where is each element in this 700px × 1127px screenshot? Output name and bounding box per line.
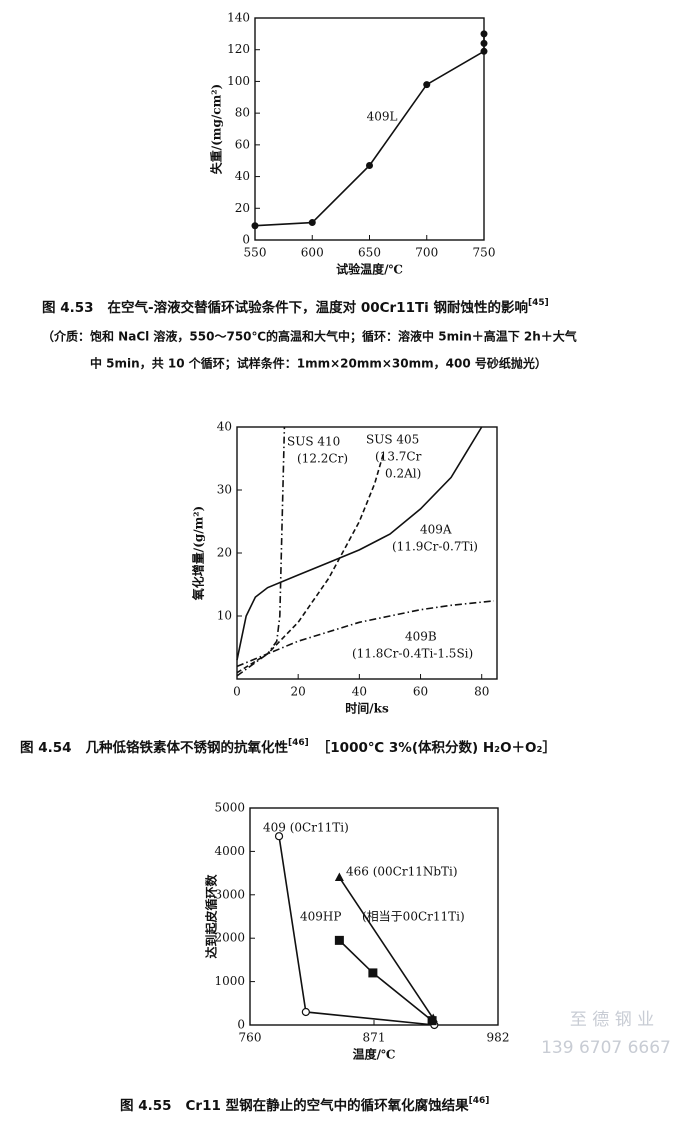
series-note: (相当于00Cr11Ti): [362, 910, 465, 924]
caption-label: 图 4.54: [20, 740, 72, 756]
series-label: 409A: [420, 523, 452, 537]
series-label: 409 (0Cr11Ti): [263, 821, 349, 835]
series-line: [254, 33, 485, 227]
marker: [274, 832, 284, 841]
series-note: 0.2Al): [385, 467, 421, 481]
series-line: [236, 600, 495, 677]
y-tick-label: 30: [217, 483, 232, 497]
y-tick-label: 80: [235, 106, 250, 120]
y-axis-label: 氧化增量/(g/m²): [191, 506, 206, 601]
plot-frame: [254, 17, 485, 241]
caption-text: Cr11 型钢在静止的空气中的循环氧化腐蚀结果: [186, 1097, 470, 1114]
series-label: 409B: [405, 630, 437, 644]
caption: 图 4.54 几种低铬铁素体不锈钢的抗氧化性[46] ［1000℃ 3%(体积分数)…: [20, 738, 556, 757]
caption: 图 4.53 在空气-溶液交替循环试验条件下，温度对 00Cr11Ti 钢耐蚀性的…: [42, 298, 549, 317]
y-tick-label: 4000: [214, 844, 245, 858]
series-line: [338, 876, 434, 1019]
series-line: [236, 426, 483, 661]
marker: [423, 81, 431, 89]
x-tick-label: 60: [413, 685, 428, 699]
watermark-company: 至 德 钢 业: [570, 1010, 654, 1030]
y-tick-label: 1000: [214, 974, 245, 988]
y-axis-label: 失重/(mg/cm²): [209, 84, 224, 174]
marker: [368, 968, 378, 978]
x-axis-label: 时间/ks: [345, 701, 389, 716]
x-tick-label: 80: [474, 685, 489, 699]
series-label: SUS 405: [366, 433, 419, 447]
series-label: 466 (00Cr11NbTi): [346, 865, 458, 879]
marker: [308, 219, 316, 227]
y-tick-label: 120: [227, 42, 250, 56]
x-tick-label: 0: [233, 685, 241, 699]
series-note: (11.9Cr-0.7Ti): [392, 540, 478, 554]
y-tick-label: 5000: [214, 801, 245, 815]
caption-text: 在空气-溶液交替循环试验条件下，温度对 00Cr11Ti 钢耐蚀性的影响: [108, 299, 528, 316]
series-line: [236, 426, 286, 668]
y-tick-label: 20: [217, 546, 232, 560]
annotation: 409L: [367, 110, 398, 124]
x-tick-label: 40: [352, 685, 367, 699]
caption-label: 图 4.53: [42, 300, 94, 316]
series-note: (11.8Cr-0.4Ti-1.5Si): [352, 647, 473, 661]
marker: [480, 47, 488, 55]
caption-tail: ［1000℃ 3%(体积分数) H₂O＋O₂］: [317, 739, 556, 756]
watermark-phone: 139 6707 6667: [541, 1038, 671, 1058]
y-tick-label: 140: [227, 11, 250, 25]
caption-ref: [45]: [528, 298, 549, 308]
caption-note: 中 5min，共 10 个循环；试样条件：1mm×20mm×30mm，400 号…: [90, 356, 547, 371]
series-label: SUS 410: [287, 435, 340, 449]
marker: [334, 935, 344, 945]
caption-ref: [46]: [469, 1096, 490, 1106]
x-tick-label: 750: [473, 246, 496, 260]
y-tick-label: 40: [217, 420, 232, 434]
marker: [480, 39, 488, 47]
x-tick-label: 700: [415, 246, 438, 260]
x-tick-label: 982: [487, 1031, 510, 1045]
x-tick-label: 550: [244, 246, 267, 260]
x-axis-label: 温度/℃: [353, 1047, 396, 1062]
marker: [334, 872, 344, 881]
series-note: (12.2Cr): [297, 452, 348, 466]
series-note: (13.7Cr: [375, 450, 422, 464]
x-axis-label: 试验温度/℃: [336, 262, 403, 277]
x-tick-label: 20: [291, 685, 306, 699]
x-tick-label: 600: [301, 246, 324, 260]
y-tick-label: 60: [235, 137, 250, 151]
caption-text: 几种低铬铁素体不锈钢的抗氧化性: [86, 739, 289, 756]
x-tick-label: 760: [239, 1031, 262, 1045]
caption-note: （介质：饱和 NaCl 溶液，550～750℃的高温和大气中；循环：溶液中 5m…: [42, 329, 577, 344]
y-tick-label: 0: [237, 1018, 245, 1032]
y-tick-label: 40: [235, 169, 250, 183]
y-tick-label: 100: [227, 74, 250, 88]
y-tick-label: 20: [235, 201, 250, 215]
series-line: [338, 939, 433, 1022]
series-label: 409HP: [300, 910, 341, 924]
caption-ref: [46]: [288, 738, 309, 748]
x-tick-label: 871: [363, 1031, 386, 1045]
y-axis-label: 达到起皮循环数: [204, 874, 219, 959]
caption: 图 4.55 Cr11 型钢在静止的空气中的循环氧化腐蚀结果[46]: [120, 1096, 489, 1115]
marker: [251, 222, 259, 230]
y-tick-label: 0: [242, 233, 250, 247]
caption-label: 图 4.55: [120, 1098, 172, 1114]
marker: [301, 1007, 310, 1017]
series-line: [236, 451, 385, 674]
x-tick-label: 650: [358, 246, 381, 260]
y-tick-label: 10: [217, 609, 232, 623]
marker: [480, 30, 488, 38]
marker: [427, 1016, 437, 1026]
marker: [366, 161, 373, 169]
y-tick-label: 3000: [214, 887, 245, 901]
y-tick-label: 2000: [214, 931, 245, 945]
